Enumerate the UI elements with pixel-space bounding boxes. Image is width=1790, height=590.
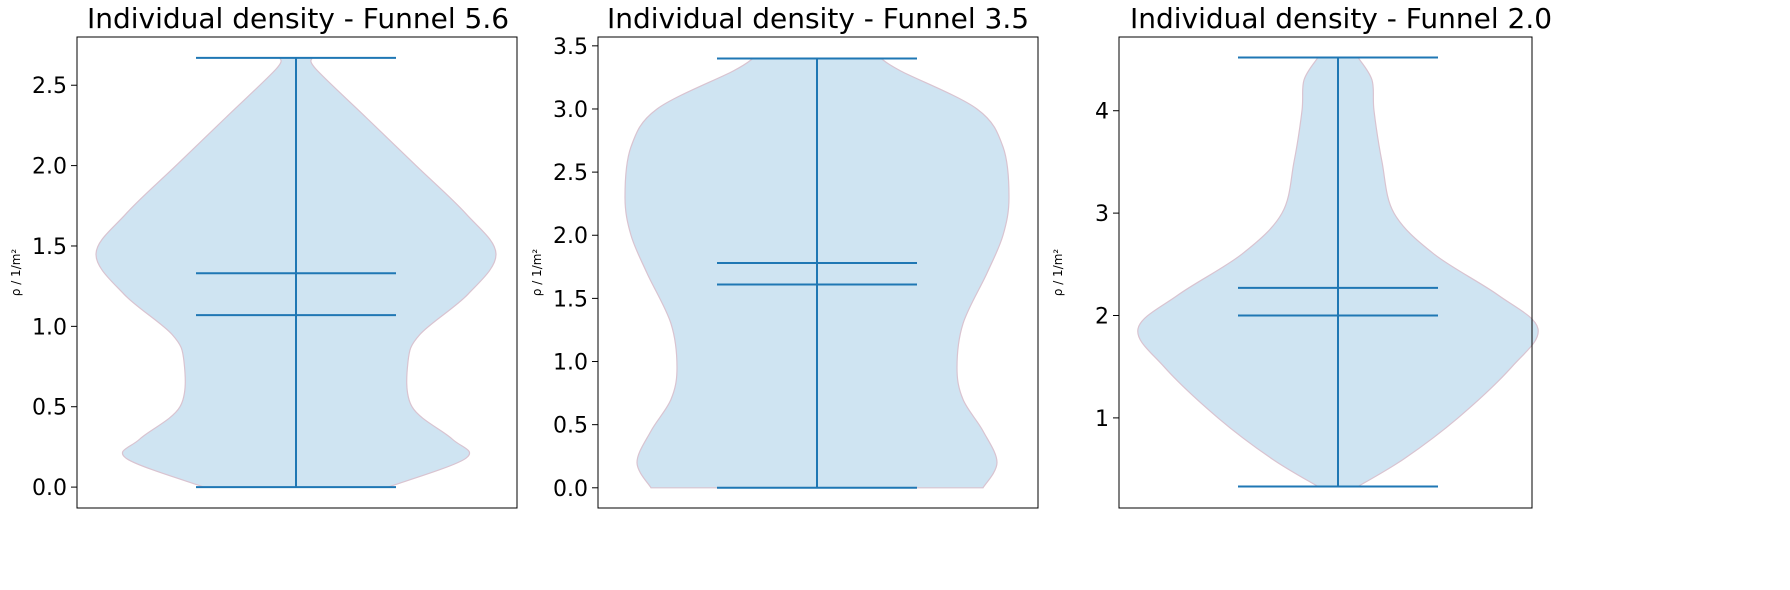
axes-frame <box>1118 36 1533 509</box>
violin-chart: 0.0 0.5 1.0 1.5 2.0 2.5 ρ / 1/m² <box>9 36 518 509</box>
axes-frame <box>597 36 1039 509</box>
y-tick-label: 2.0 <box>32 155 67 180</box>
y-tick-label: 0.0 <box>553 477 588 502</box>
violin-chart: 0.0 0.5 1.0 1.5 2.0 2.5 3.0 3.5 ρ / 1/m² <box>530 35 1039 509</box>
y-tick-label: 2.5 <box>553 161 588 186</box>
y-axis-label: ρ / 1/m² <box>530 249 544 297</box>
y-tick-label: 3.5 <box>553 35 588 60</box>
y-axis-label: ρ / 1/m² <box>9 249 23 297</box>
violin-chart: 1 2 3 4 ρ / 1/m² <box>1051 36 1539 509</box>
chart-panel-2: Individual density - Funnel 3.5 0.0 0.5 1.… <box>530 0 1195 590</box>
y-tick-label: 2.5 <box>32 74 67 99</box>
y-tick-label: 2 <box>1095 305 1109 330</box>
y-tick-label: 1 <box>1095 407 1109 432</box>
y-tick-label: 2.0 <box>553 224 588 249</box>
chart-panel-3: Individual density - Funnel 2.0 1 2 3 4 ρ / … <box>1051 0 1790 590</box>
chart-title: Individual density - Funnel 2.0 <box>1129 2 1553 35</box>
axes-frame <box>76 36 518 509</box>
y-tick-label: 4 <box>1095 100 1109 125</box>
y-tick-label: 1.0 <box>32 315 67 340</box>
y-tick-label: 1.5 <box>553 287 588 312</box>
chart-title: Individual density - Funnel 5.6 <box>86 2 510 35</box>
y-tick-label: 3 <box>1095 202 1109 227</box>
y-axis-label: ρ / 1/m² <box>1051 249 1065 297</box>
y-tick-label: 3.0 <box>553 98 588 123</box>
y-tick-label: 0.5 <box>32 396 67 421</box>
chart-panel-1: Individual density - Funnel 5.6 0.0 0.5 1.… <box>0 0 600 590</box>
y-tick-label: 1.0 <box>553 351 588 376</box>
y-tick-label: 0.5 <box>553 414 588 439</box>
y-tick-label: 0.0 <box>32 476 67 501</box>
chart-title: Individual density - Funnel 3.5 <box>606 2 1030 35</box>
y-tick-label: 1.5 <box>32 235 67 260</box>
